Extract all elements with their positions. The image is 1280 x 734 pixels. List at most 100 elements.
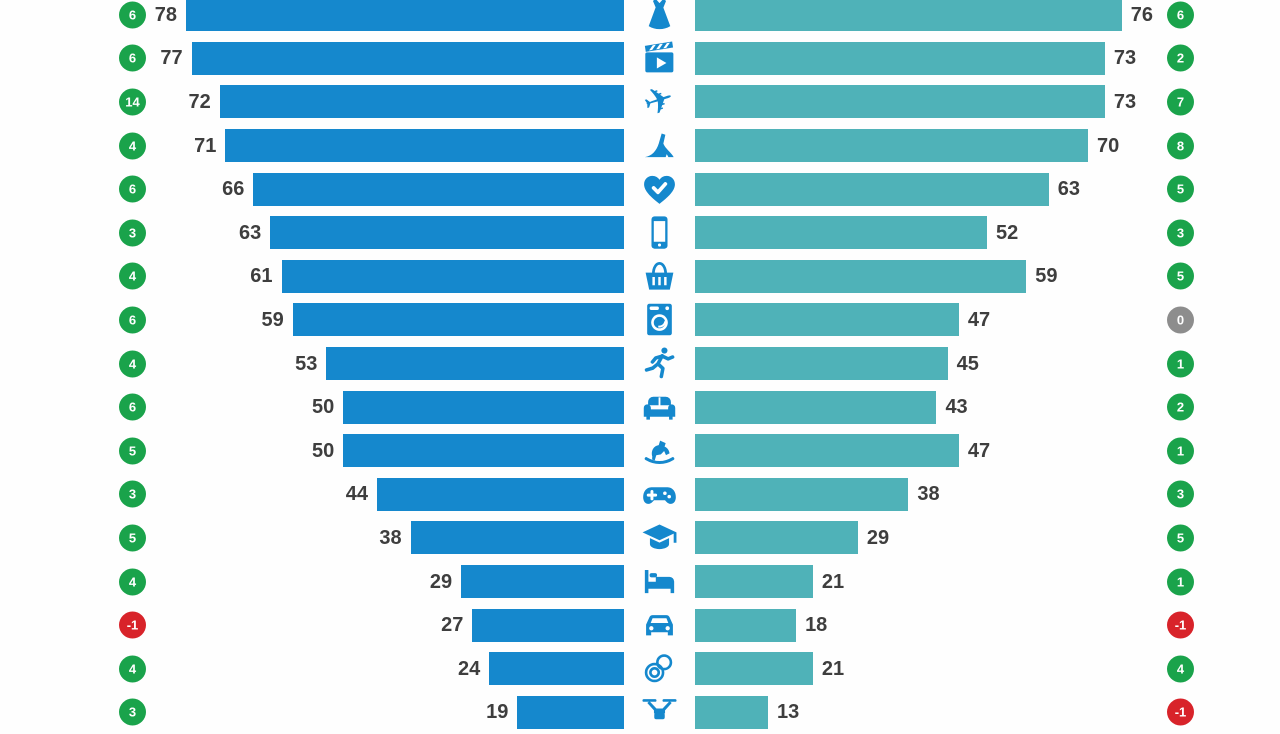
right-change-badge: 2	[1167, 394, 1194, 421]
right-bar-cell: 45	[695, 342, 979, 386]
right-bar	[695, 391, 936, 424]
icon-slot	[624, 167, 695, 211]
right-change-value: 6	[1177, 8, 1184, 21]
right-value-label: 38	[917, 484, 939, 504]
right-change-value: 2	[1177, 52, 1184, 65]
right-value-label: 45	[957, 354, 979, 374]
right-value-label: 13	[777, 702, 799, 722]
right-change-value: 0	[1177, 313, 1184, 326]
left-bar	[220, 85, 624, 118]
left-bar	[517, 696, 624, 729]
left-bar-cell: 53	[0, 342, 624, 386]
right-change-badge: 8	[1167, 132, 1194, 159]
right-bar	[695, 303, 959, 336]
left-value-label: 61	[250, 266, 272, 286]
right-change-value: 5	[1177, 531, 1184, 544]
left-bar	[343, 391, 624, 424]
icon-slot: ✈	[624, 80, 695, 124]
left-bar-cell: 50	[0, 385, 624, 429]
right-change-value: -1	[1175, 706, 1187, 719]
icon-slot	[624, 385, 695, 429]
right-change-badge: 3	[1167, 219, 1194, 246]
right-change-value: 3	[1177, 226, 1184, 239]
right-value-label: 21	[822, 572, 844, 592]
chart-row: 4 61 59 5	[0, 255, 1280, 299]
right-bar-cell: 59	[695, 255, 1058, 299]
left-bar	[225, 129, 624, 162]
right-bar	[695, 260, 1026, 293]
left-bar	[472, 609, 624, 642]
chart-row: 4 24 21 4	[0, 647, 1280, 691]
left-value-label: 44	[346, 484, 368, 504]
chart-row: 3 63 52 3	[0, 211, 1280, 255]
chart-row: -1 27 18 -1	[0, 603, 1280, 647]
shopping-basket-icon	[641, 258, 678, 295]
icon-slot	[624, 124, 695, 168]
chart-row: 6 77 73 2	[0, 37, 1280, 81]
right-change-badge: 5	[1167, 263, 1194, 290]
right-bar-cell: 63	[695, 167, 1080, 211]
smartphone-icon	[641, 214, 678, 251]
chart-row: 14 72 ✈ 73 7	[0, 80, 1280, 124]
right-change-badge: 0	[1167, 306, 1194, 333]
right-change-value: 1	[1177, 444, 1184, 457]
left-bar-cell: 72	[0, 80, 624, 124]
right-value-label: 63	[1058, 179, 1080, 199]
right-bar-cell: 73	[695, 37, 1136, 81]
chart-row: 4 29 21 1	[0, 560, 1280, 604]
left-bar-cell: 59	[0, 298, 624, 342]
right-bar-cell: 43	[695, 385, 968, 429]
right-bar	[695, 521, 858, 554]
drone-icon	[641, 694, 678, 731]
left-bar	[192, 42, 624, 75]
right-value-label: 73	[1114, 92, 1136, 112]
right-bar	[695, 216, 987, 249]
icon-slot	[624, 429, 695, 473]
icon-slot	[624, 647, 695, 691]
right-change-value: 8	[1177, 139, 1184, 152]
left-bar-cell: 78	[0, 0, 624, 37]
icon-slot	[624, 37, 695, 81]
left-bar-cell: 38	[0, 516, 624, 560]
left-bar-cell: 71	[0, 124, 624, 168]
icon-slot	[624, 211, 695, 255]
icon-slot	[624, 560, 695, 604]
rocking-horse-icon	[641, 432, 678, 469]
gamepad-icon	[641, 476, 678, 513]
right-bar-cell: 38	[695, 473, 940, 517]
left-bar-cell: 27	[0, 603, 624, 647]
graduation-cap-icon	[641, 519, 678, 556]
left-bar	[411, 521, 624, 554]
right-bar-cell: 18	[695, 603, 827, 647]
left-bar-cell: 63	[0, 211, 624, 255]
left-value-label: 77	[160, 48, 182, 68]
left-bar-cell: 77	[0, 37, 624, 81]
icon-slot	[624, 298, 695, 342]
right-bar	[695, 565, 813, 598]
chart-row: 4 53 45 1	[0, 342, 1280, 386]
right-change-value: 1	[1177, 575, 1184, 588]
right-bar-cell: 21	[695, 560, 844, 604]
right-bar-cell: 70	[695, 124, 1119, 168]
right-value-label: 52	[996, 223, 1018, 243]
right-change-value: -1	[1175, 619, 1187, 632]
right-value-label: 43	[945, 397, 967, 417]
left-value-label: 71	[194, 136, 216, 156]
left-bar	[489, 652, 624, 685]
chart-row: 6 59 47 0	[0, 298, 1280, 342]
left-value-label: 72	[188, 92, 210, 112]
right-bar-cell: 13	[695, 691, 799, 734]
right-value-label: 70	[1097, 136, 1119, 156]
left-value-label: 38	[379, 528, 401, 548]
chart-row: 6 78 76 6	[0, 0, 1280, 37]
left-bar	[343, 434, 624, 467]
left-value-label: 19	[486, 702, 508, 722]
right-change-value: 3	[1177, 488, 1184, 501]
icon-slot	[624, 516, 695, 560]
left-value-label: 50	[312, 441, 334, 461]
left-value-label: 59	[261, 310, 283, 330]
right-change-badge: 1	[1167, 437, 1194, 464]
chart-row: 6 50 43 2	[0, 385, 1280, 429]
right-value-label: 47	[968, 310, 990, 330]
heart-check-icon	[641, 171, 678, 208]
